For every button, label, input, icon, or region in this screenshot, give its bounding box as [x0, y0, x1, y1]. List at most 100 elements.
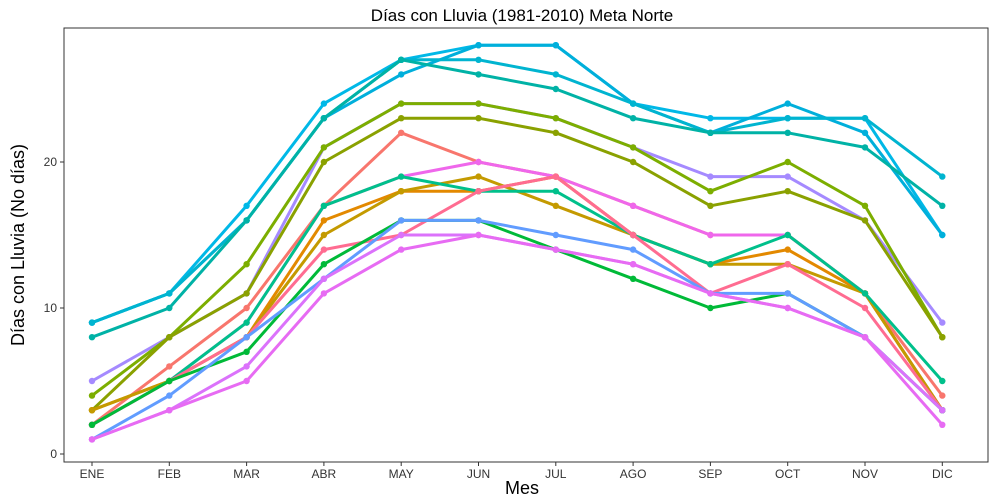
- data-point: [243, 202, 250, 209]
- data-point: [707, 188, 714, 195]
- data-point: [88, 319, 96, 326]
- data-point: [398, 217, 405, 224]
- data-point: [552, 115, 559, 122]
- y-axis: 0 10 20: [44, 155, 64, 461]
- series-line: [90, 175, 944, 427]
- data-point: [243, 334, 250, 341]
- data-point: [939, 231, 946, 239]
- series-group: [88, 115, 946, 414]
- data-point: [166, 304, 173, 312]
- data-point: [784, 290, 791, 297]
- data-point: [784, 304, 791, 312]
- data-point: [88, 436, 96, 443]
- data-point: [398, 115, 405, 122]
- series-group: [88, 231, 946, 443]
- data-point: [861, 144, 869, 151]
- data-point: [939, 319, 946, 326]
- data-point: [320, 275, 328, 282]
- data-point: [552, 246, 559, 253]
- data-point: [320, 246, 328, 253]
- data-point: [629, 261, 637, 268]
- data-point: [475, 56, 482, 63]
- x-tick-label: JUL: [545, 467, 567, 481]
- data-point: [861, 115, 869, 122]
- data-point: [552, 42, 559, 49]
- data-point: [475, 217, 482, 224]
- data-point: [166, 290, 173, 297]
- data-point: [707, 231, 714, 239]
- data-point: [861, 217, 869, 224]
- data-point: [629, 275, 637, 282]
- data-point: [243, 217, 250, 224]
- data-point: [629, 202, 637, 209]
- data-point: [88, 407, 96, 414]
- data-point: [552, 188, 559, 195]
- data-point: [243, 319, 250, 326]
- chart-title: Días con Lluvia (1981-2010) Meta Norte: [371, 6, 673, 25]
- data-point: [784, 188, 791, 195]
- data-point: [552, 129, 559, 136]
- data-point: [861, 202, 869, 209]
- data-point: [166, 363, 173, 370]
- data-point: [707, 173, 714, 180]
- data-point: [320, 290, 328, 297]
- data-point: [88, 421, 96, 428]
- data-point: [784, 100, 791, 107]
- data-point: [166, 407, 173, 414]
- data-point: [629, 100, 637, 107]
- data-point: [939, 421, 946, 428]
- y-tick-label: 0: [50, 447, 57, 461]
- data-point: [784, 115, 791, 122]
- data-point: [320, 158, 328, 166]
- x-tick-label: NOV: [852, 467, 878, 481]
- data-point: [398, 246, 405, 253]
- data-point: [243, 363, 250, 370]
- data-point: [939, 407, 946, 414]
- data-point: [784, 173, 791, 180]
- series-line: [90, 218, 944, 441]
- data-point: [475, 173, 482, 180]
- data-point: [861, 290, 869, 297]
- y-tick-label: 10: [44, 301, 58, 315]
- data-point: [552, 231, 559, 239]
- data-point: [475, 42, 482, 49]
- data-point: [475, 188, 482, 195]
- data-point: [629, 115, 637, 122]
- x-axis-title: Mes: [505, 478, 539, 498]
- x-tick-label: JUN: [467, 467, 490, 481]
- x-tick-label: OCT: [775, 467, 801, 481]
- data-point: [320, 202, 328, 209]
- data-point: [320, 217, 328, 224]
- y-tick-label: 20: [44, 155, 58, 169]
- data-point: [398, 71, 405, 78]
- data-point: [552, 71, 559, 78]
- data-point: [88, 392, 96, 399]
- data-point: [939, 334, 946, 341]
- data-point: [707, 290, 714, 297]
- data-point: [784, 129, 791, 136]
- data-point: [166, 334, 173, 341]
- data-point: [243, 261, 250, 268]
- data-point: [243, 290, 250, 297]
- data-point: [939, 392, 946, 399]
- data-point: [320, 261, 328, 268]
- x-tick-label: FEB: [158, 467, 181, 481]
- series-line: [90, 58, 944, 339]
- data-point: [552, 173, 559, 180]
- y-axis-title: Días con Lluvia (No días): [8, 144, 28, 346]
- data-point: [629, 158, 637, 166]
- data-point: [552, 202, 559, 209]
- data-point: [475, 158, 482, 166]
- data-point: [320, 144, 328, 151]
- data-point: [88, 377, 96, 385]
- data-point: [784, 158, 791, 166]
- data-point: [861, 334, 869, 341]
- data-point: [398, 100, 405, 107]
- series-line: [90, 58, 944, 325]
- data-point: [475, 231, 482, 239]
- data-point: [629, 231, 637, 239]
- data-point: [88, 334, 96, 341]
- x-tick-label: AGO: [620, 467, 647, 481]
- data-point: [707, 261, 714, 268]
- series-line: [90, 116, 944, 412]
